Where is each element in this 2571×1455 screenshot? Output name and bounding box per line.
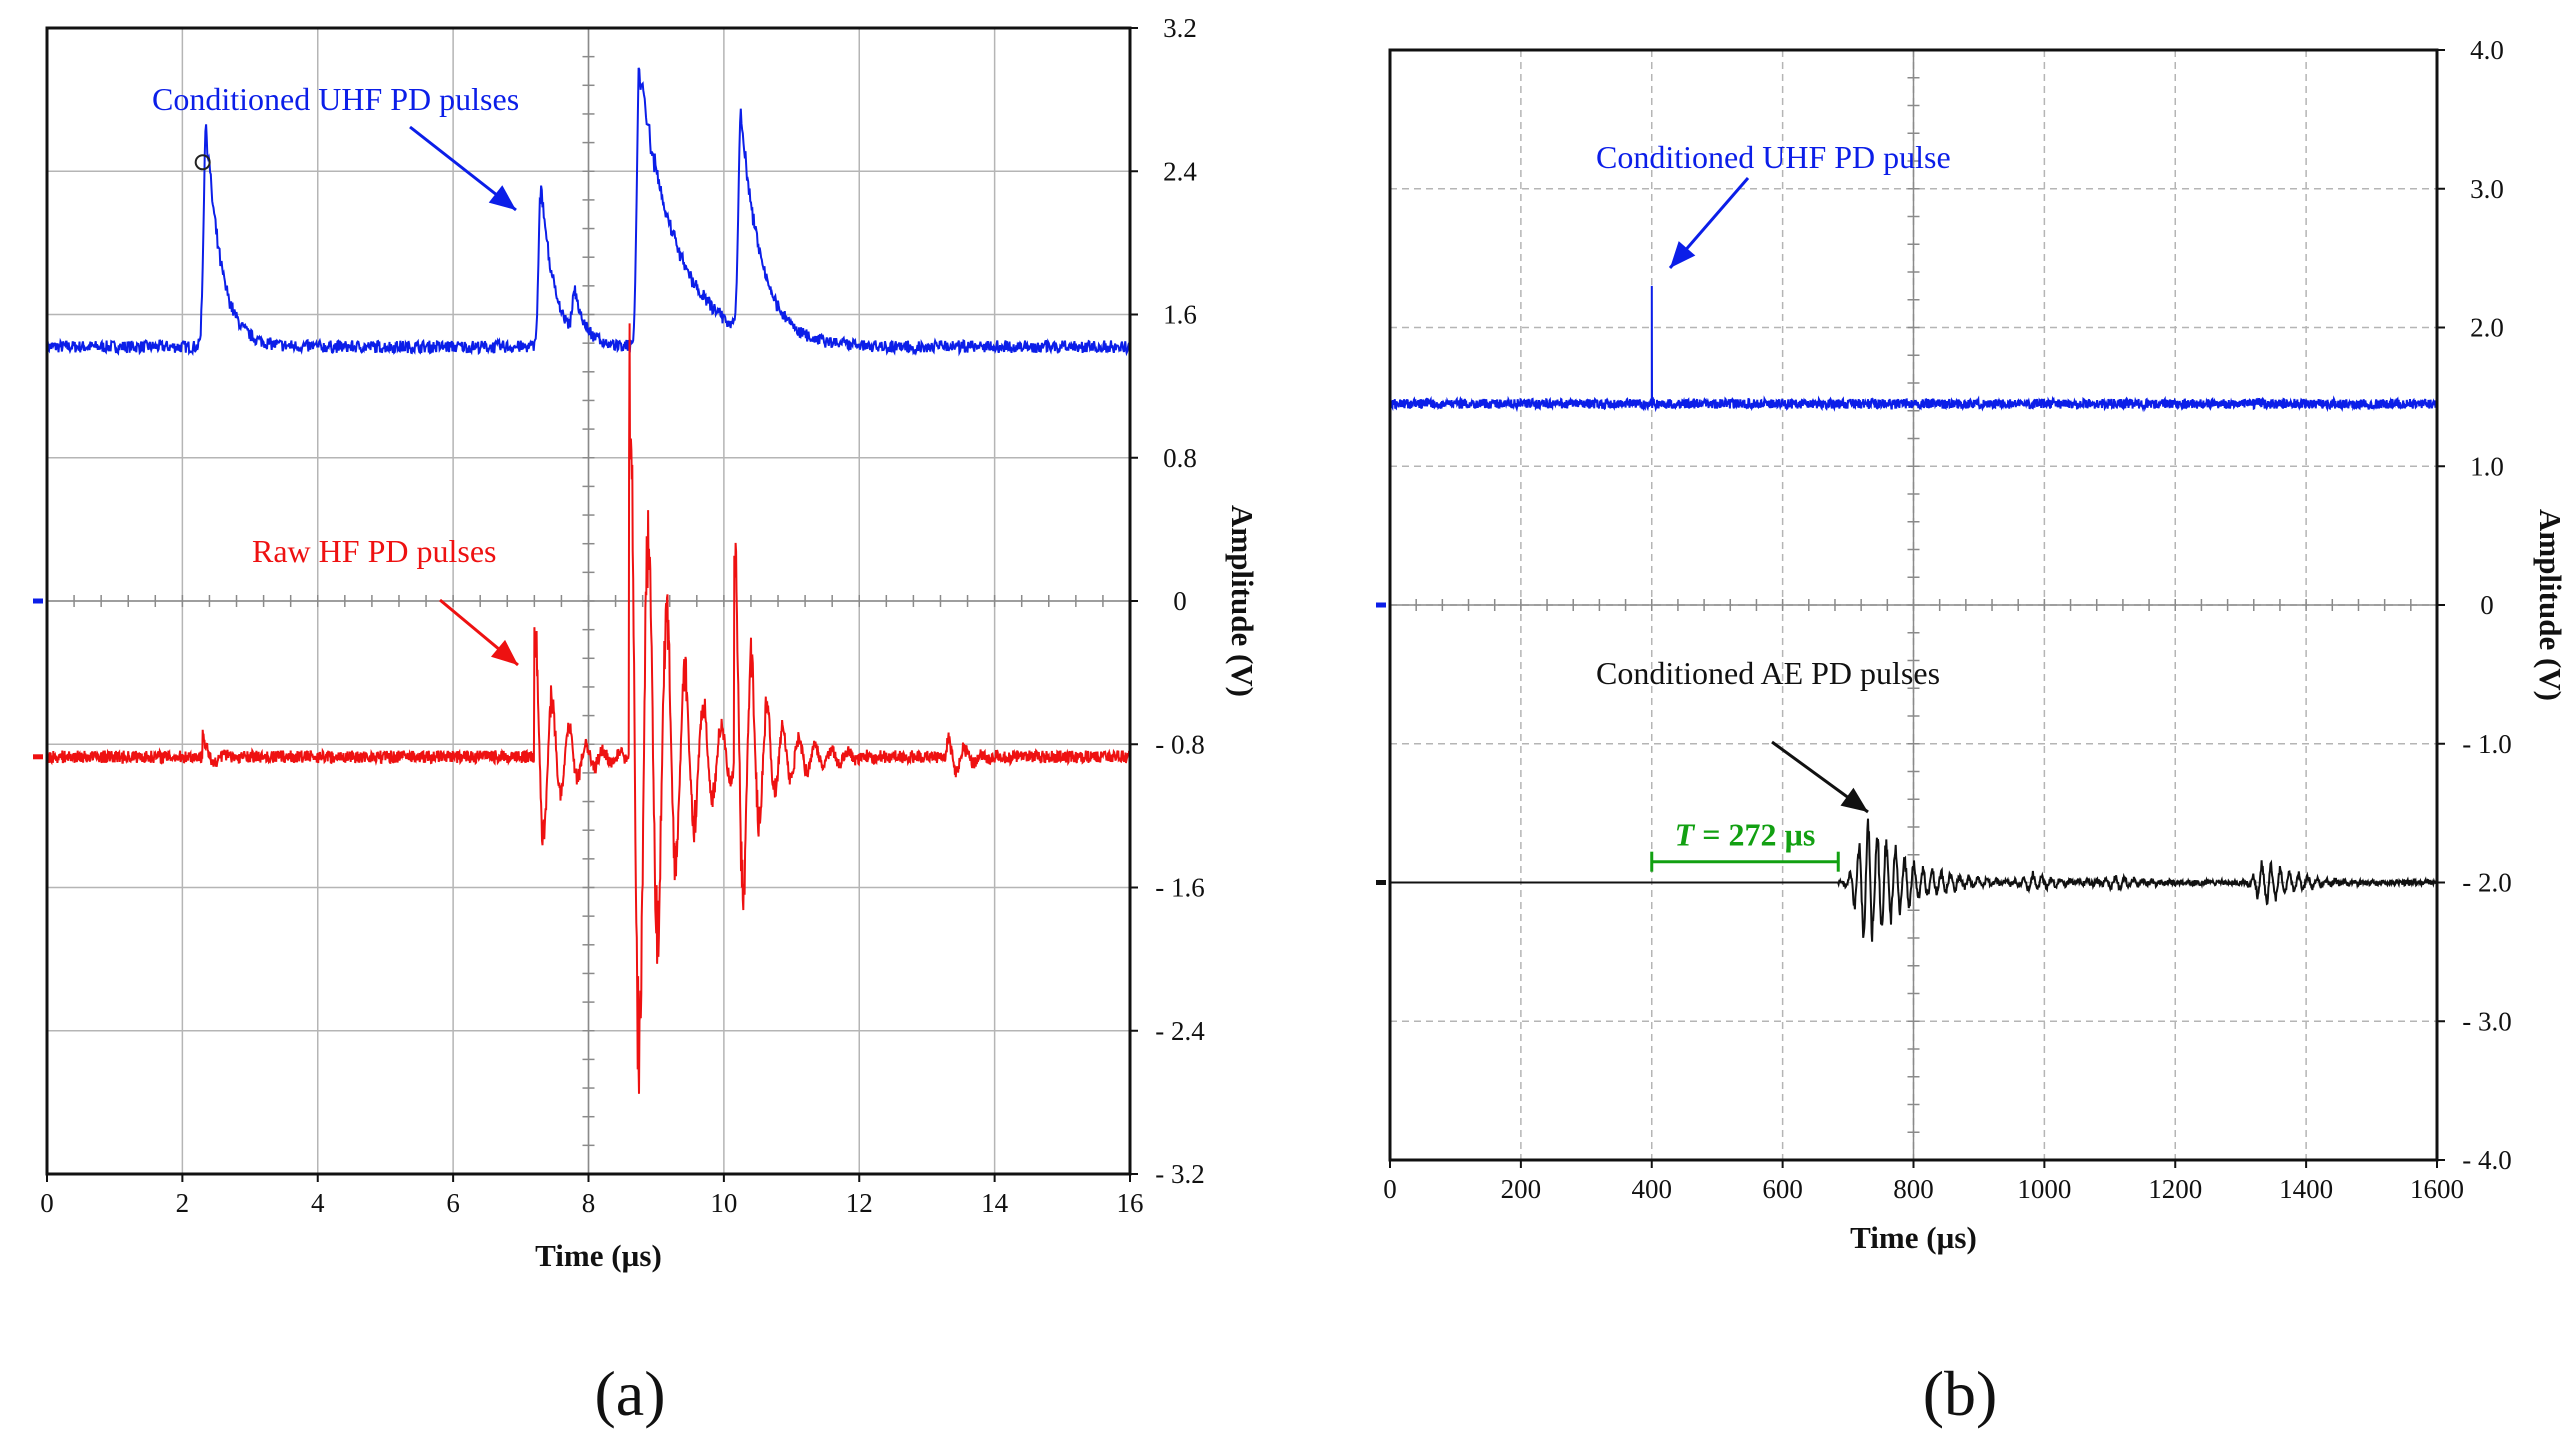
b-y-tick-label: 4.0	[2470, 35, 2504, 65]
panel-a-traces	[33, 67, 1131, 1094]
panel-b-x-ticks: 0 200 400 600 800 1000 1200 1400 1600	[1383, 1160, 2464, 1204]
a-x-tick-label: 12	[846, 1188, 873, 1218]
a-x-tick-label: 16	[1117, 1188, 1144, 1218]
panel-a-chart: 0 2 4 6 8 10 12 14 16 3.2 2.4 1.6 0.8 0 - 0.8 - 1.6 - 2…	[33, 13, 1260, 1429]
panel-b-arrows	[1668, 177, 1869, 814]
ae-arrow-b-head	[1840, 787, 1868, 812]
panel-a-arrows	[409, 125, 519, 667]
a-y-tick-label: 1.6	[1163, 300, 1197, 330]
panel-b-chart: 0 200 400 600 800 1000 1200 1400 1600 4.0 3.0 2.0 1…	[1376, 35, 2568, 1429]
interval-label-value: = 272 µs	[1694, 817, 1815, 853]
uhf-arrow-a-head	[488, 185, 516, 210]
panel-a-x-axis-label: Time (µs)	[535, 1238, 662, 1273]
b-x-tick-label: 1600	[2410, 1174, 2464, 1204]
panel-a-label: (a)	[594, 1358, 665, 1429]
a-y-tick-label: - 3.2	[1155, 1159, 1205, 1189]
b-x-tick-label: 1200	[2148, 1174, 2202, 1204]
a-x-tick-label: 0	[40, 1188, 54, 1218]
panel-b-time-interval: T = 272 µs	[1650, 817, 1840, 872]
panel-a-hf-annotation: Raw HF PD pulses	[252, 533, 496, 569]
b-y-tick-label: 2.0	[2470, 313, 2504, 343]
panel-a-x-ticks: 0 2 4 6 8 10 12 14 16	[40, 1174, 1144, 1218]
uhf-arrow-b-head	[1670, 241, 1696, 268]
panel-b-label: (b)	[1923, 1358, 1998, 1429]
panel-b-grid	[1389, 49, 2438, 1161]
b-x-tick-label: 800	[1893, 1174, 1934, 1204]
b-y-tick-label: 1.0	[2470, 451, 2504, 481]
uhf-trace-b	[1389, 285, 2438, 413]
a-y-tick-label: 0.8	[1163, 443, 1197, 473]
b-y-tick-label: - 3.0	[2462, 1006, 2512, 1036]
a-x-tick-label: 10	[710, 1188, 737, 1218]
a-y-tick-label: - 0.8	[1155, 729, 1205, 759]
b-y-tick-label: 3.0	[2470, 174, 2504, 204]
a-y-tick-label: - 2.4	[1155, 1016, 1205, 1046]
panel-b-uhf-annotation: Conditioned UHF PD pulse	[1596, 139, 1951, 175]
panel-b-ae-annotation: Conditioned AE PD pulses	[1596, 655, 1940, 691]
b-y-tick-label: - 1.0	[2462, 729, 2512, 759]
a-x-tick-label: 4	[311, 1188, 325, 1218]
a-y-tick-label: 2.4	[1163, 156, 1197, 186]
b-x-tick-label: 0	[1383, 1174, 1397, 1204]
a-y-tick-label: - 1.6	[1155, 873, 1205, 903]
panel-b-y-ticks: 4.0 3.0 2.0 1.0 0 - 1.0 - 2.0 - 3.0 - 4.0	[2437, 35, 2512, 1175]
cursor-marker	[194, 154, 211, 171]
a-x-tick-label: 14	[981, 1188, 1009, 1218]
panel-b-y-axis-label: Amplitude (V)	[2533, 509, 2568, 701]
interval-label: T = 272 µs	[1675, 817, 1816, 853]
panel-b-x-axis-label: Time (µs)	[1850, 1220, 1977, 1255]
b-x-tick-label: 600	[1762, 1174, 1803, 1204]
b-x-tick-label: 1000	[2017, 1174, 2071, 1204]
panel-a-grid	[46, 27, 1131, 1175]
a-y-tick-label: 3.2	[1163, 13, 1197, 43]
ae-trace-b	[1390, 818, 2438, 942]
b-x-tick-label: 400	[1632, 1174, 1673, 1204]
b-x-tick-label: 1400	[2279, 1174, 2333, 1204]
panel-b-traces	[1376, 285, 2438, 942]
a-y-tick-label: 0	[1173, 586, 1187, 616]
hf-trace-a	[46, 323, 1131, 1094]
hf-arrow-a-head	[490, 639, 518, 665]
b-y-tick-label: 0	[2480, 590, 2494, 620]
a-x-tick-label: 8	[582, 1188, 596, 1218]
panel-a-y-axis-label: Amplitude (V)	[1225, 505, 1260, 697]
a-x-tick-label: 2	[176, 1188, 190, 1218]
b-y-tick-label: - 4.0	[2462, 1145, 2512, 1175]
a-x-tick-label: 6	[446, 1188, 460, 1218]
uhf-trace-a	[46, 67, 1131, 357]
panel-a-y-ticks: 3.2 2.4 1.6 0.8 0 - 0.8 - 1.6 - 2.4 - 3.2	[1130, 13, 1205, 1189]
interval-label-symbol: T	[1675, 817, 1696, 853]
panel-a-uhf-annotation: Conditioned UHF PD pulses	[152, 81, 519, 117]
b-x-tick-label: 200	[1501, 1174, 1542, 1204]
b-y-tick-label: - 2.0	[2462, 868, 2512, 898]
